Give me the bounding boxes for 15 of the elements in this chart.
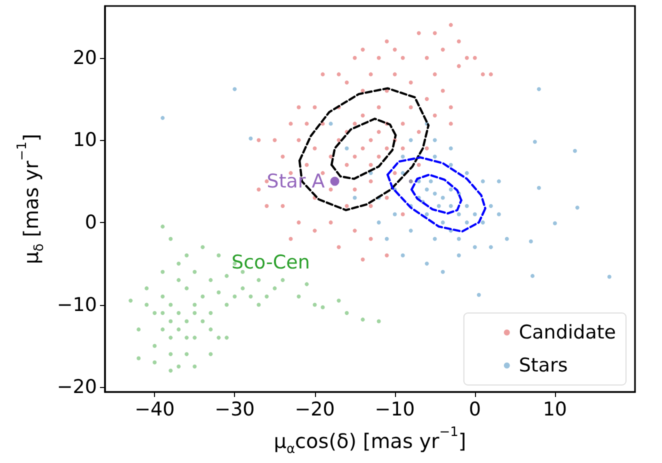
y-axis-title: μδ [mas yr−1] (15, 134, 48, 264)
legend-label: Stars (518, 354, 568, 376)
x-tick-label: −30 (214, 398, 255, 420)
y-tick-label: −20 (56, 376, 97, 398)
annotation: Sco-Cen (232, 251, 310, 274)
x-tick-label: −40 (134, 398, 175, 420)
x-tick-label: −20 (294, 398, 335, 420)
x-tick-label: −10 (374, 398, 415, 420)
x-tick-label: 0 (468, 398, 481, 420)
x-tick-label: 10 (542, 398, 568, 420)
y-tick-label: −10 (56, 294, 97, 316)
y-tick-label: 10 (72, 129, 97, 152)
y-tick-label: 20 (72, 46, 97, 69)
y-tick-label: 0 (84, 211, 97, 234)
legend-label: Candidate (518, 322, 616, 344)
